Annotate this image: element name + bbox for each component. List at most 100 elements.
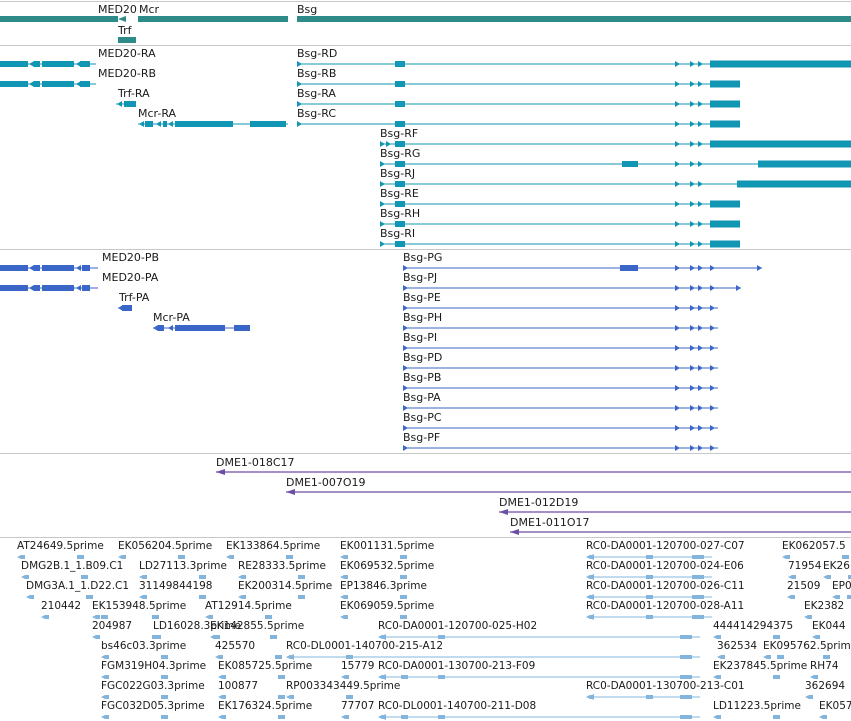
protein-med20-pa-exon <box>0 285 28 291</box>
est-31149844198[interactable]: 31149844198 <box>139 580 213 599</box>
gene-bsg[interactable]: Bsg <box>297 3 851 22</box>
est-ek069059-5prime[interactable]: EK069059.5prime <box>340 600 434 619</box>
est-362694-block <box>805 695 813 699</box>
est-rc0-da0001-120700-027-c07[interactable]: RC0-DA0001-120700-027-C07 <box>586 540 745 559</box>
est-ek200314-5prime[interactable]: EK200314.5prime <box>238 580 332 599</box>
est-at24649-5prime[interactable]: AT24649.5prime <box>17 540 104 559</box>
protein-bsg-ph[interactable]: Bsg-PH <box>403 311 718 331</box>
est-re28333-5prime[interactable]: RE28333.5prime <box>238 560 326 579</box>
clone-dme1-012d19[interactable]: DME1-012D19 <box>499 496 851 515</box>
transcript-bsg-rc[interactable]: Bsg-RC <box>297 107 740 128</box>
est-strand-arrow <box>588 594 594 600</box>
transcript-bsg-ri[interactable]: Bsg-RI <box>380 227 740 248</box>
est-ep13846-3prime[interactable]: EP13846.3prime <box>340 580 427 599</box>
est-rc0-da0001-120700-025-h02[interactable]: RC0-DA0001-120700-025-H02 <box>378 620 537 639</box>
est-rh74[interactable]: RH74 <box>810 660 851 679</box>
est-ek044[interactable]: EK044 <box>812 620 851 639</box>
est-ek133864-5prime[interactable]: EK133864.5prime <box>226 540 320 559</box>
est-ld11223-5prime[interactable]: LD11223.5prime <box>713 700 801 719</box>
clone-dme1-011o17[interactable]: DME1-011O17 <box>510 516 851 535</box>
transcript-bsg-ra[interactable]: Bsg-RA <box>297 87 740 108</box>
protein-bsg-pe[interactable]: Bsg-PE <box>403 291 718 311</box>
est-ek085725-5prime[interactable]: EK085725.5prime <box>218 660 312 679</box>
est-444414294375[interactable]: 444414294375 <box>713 620 793 639</box>
protein-bsg-pi[interactable]: Bsg-PI <box>403 331 718 351</box>
transcript-bsg-rh-strand-arrow <box>380 221 385 227</box>
protein-bsg-pa[interactable]: Bsg-PA <box>403 391 718 411</box>
transcript-trf-ra[interactable]: Trf-RA <box>116 87 150 107</box>
est-204987[interactable]: 204987 <box>92 620 159 639</box>
est-ek062057-5[interactable]: EK062057.5 <box>782 540 849 559</box>
protein-med20-pa[interactable]: MED20-PA <box>0 271 159 291</box>
est-rc0-dl0001-140700-215-a12[interactable]: RC0-DL0001-140700-215-A12 <box>286 640 443 659</box>
est-ek095762-5prime[interactable]: EK095762.5prime <box>763 640 851 659</box>
transcript-bsg-rj[interactable]: Bsg-RJ <box>380 167 851 188</box>
est-100877[interactable]: 100877 <box>218 680 285 699</box>
est-362694[interactable]: 362694 <box>805 680 851 699</box>
est-425570-block <box>275 655 282 659</box>
protein-bsg-pd[interactable]: Bsg-PD <box>403 351 718 371</box>
protein-bsg-pf[interactable]: Bsg-PF <box>403 431 718 451</box>
est-ek176324-5prime[interactable]: EK176324.5prime <box>218 700 312 719</box>
transcript-bsg-rh[interactable]: Bsg-RH <box>380 207 740 228</box>
est-fgm319h04-3prime[interactable]: FGM319H04.3prime <box>101 660 206 679</box>
est-dmg2b-1-1-b09-c1[interactable]: DMG2B.1_1.B09.C1 <box>21 560 123 579</box>
est-at12914-5prime[interactable]: AT12914.5prime <box>205 600 292 619</box>
est-ek056204-5prime[interactable]: EK056204.5prime <box>118 540 212 559</box>
est-100877-block <box>218 695 226 699</box>
est-ek26[interactable]: EK26 <box>823 560 851 579</box>
protein-bsg-pj[interactable]: Bsg-PJ <box>403 271 741 291</box>
protein-bsg-pb[interactable]: Bsg-PB <box>403 371 718 391</box>
est-bs46c03-3prime[interactable]: bs46c03.3prime <box>101 640 186 659</box>
transcript-bsg-re-exon <box>710 200 740 208</box>
protein-med20-pb[interactable]: MED20-PB <box>0 251 159 271</box>
clone-dme1-018c17[interactable]: DME1-018C17 <box>216 456 851 475</box>
est-ek142855-5prime[interactable]: EK142855.5prime <box>210 620 304 639</box>
est-block <box>692 575 704 579</box>
est-ek001131-5prime[interactable]: EK001131.5prime <box>340 540 434 559</box>
clone-dme1-007o19[interactable]: DME1-007O19 <box>286 476 851 495</box>
transcript-med20-rb-strand-arrow <box>76 81 81 87</box>
protein-bsg-pg[interactable]: Bsg-PG <box>403 251 762 271</box>
transcript-bsg-rg[interactable]: Bsg-RG <box>380 147 851 168</box>
est-ld27113-3prime[interactable]: LD27113.3prime <box>139 560 227 579</box>
est-block <box>680 715 692 719</box>
transcript-mcr-ra[interactable]: Mcr-RA <box>138 107 288 127</box>
est-ep0[interactable]: EP0 <box>832 580 851 599</box>
est-fgc022g03-3prime[interactable]: FGC022G03.3prime <box>101 680 205 699</box>
est-rc0-da0001-130700-213-c01[interactable]: RC0-DA0001-130700-213-C01 <box>586 680 745 699</box>
est-rc0-da0001-120700-028-a11[interactable]: RC0-DA0001-120700-028-A11 <box>586 600 744 619</box>
protein-trf-pa[interactable]: Trf-PA <box>118 291 150 311</box>
est-362534[interactable]: 362534 <box>717 640 784 659</box>
est-fgc032d05-3prime[interactable]: FGC032D05.3prime <box>101 700 205 719</box>
transcript-bsg-re-strand-arrow <box>690 201 695 207</box>
est-ek237845-5prime[interactable]: EK237845.5prime <box>713 660 807 679</box>
transcript-med20-ra[interactable]: MED20-RA <box>0 47 156 67</box>
est-rp003343449-5prime[interactable]: RP003343449.5prime <box>286 680 400 699</box>
est-210442[interactable]: 210442 <box>41 600 108 619</box>
transcript-med20-rb[interactable]: MED20-RB <box>0 67 156 87</box>
transcript-bsg-rf[interactable]: Bsg-RF <box>380 127 851 148</box>
est-71954[interactable]: 71954 <box>788 560 851 579</box>
est-rc0-da0001-120700-024-e06[interactable]: RC0-DA0001-120700-024-E06 <box>586 560 744 579</box>
est-rc0-da0001-120700-026-c11[interactable]: RC0-DA0001-120700-026-C11 <box>586 580 745 599</box>
protein-mcr-pa[interactable]: Mcr-PA <box>153 311 250 331</box>
transcript-bsg-rb[interactable]: Bsg-RB <box>297 67 740 88</box>
gene-mcr[interactable]: Mcr <box>138 3 288 22</box>
est-ek2382[interactable]: EK2382 <box>804 600 851 619</box>
gene-trf[interactable]: Trf <box>117 24 136 43</box>
est-ek153948-5prime[interactable]: EK153948.5prime <box>92 600 186 619</box>
est-rp003343449-5prime-block <box>286 695 294 699</box>
est-dmg3a-1-1-d22-c1[interactable]: DMG3A.1_1.D22.C1 <box>26 580 129 599</box>
transcript-bsg-rd[interactable]: Bsg-RD <box>297 47 851 68</box>
est-ek142855-5prime-block <box>270 635 277 639</box>
gene-med20[interactable]: MED20 <box>0 3 137 22</box>
est-ek069532-5prime[interactable]: EK069532.5prime <box>340 560 434 579</box>
est-21509[interactable]: 21509 <box>787 580 851 599</box>
est-ek069532-5prime-block <box>340 575 348 579</box>
est-re28333-5prime-block <box>238 575 246 579</box>
est-425570[interactable]: 425570 <box>215 640 282 659</box>
protein-bsg-pc[interactable]: Bsg-PC <box>403 411 718 431</box>
est-ek057[interactable]: EK057 <box>819 700 851 719</box>
transcript-bsg-re[interactable]: Bsg-RE <box>380 187 740 208</box>
